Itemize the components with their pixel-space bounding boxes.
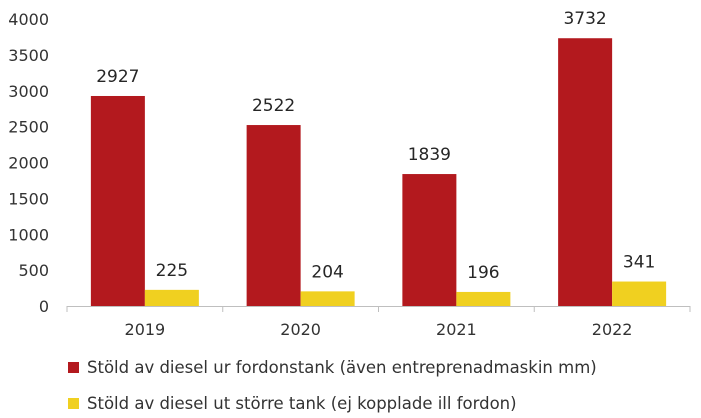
y-tick-label-3: 1500: [8, 189, 49, 208]
legend-item-series-1: Stöld av diesel ur fordonstank (även ent…: [68, 358, 597, 377]
y-tick-label-6: 3000: [8, 82, 49, 101]
data-label-series-2-2021: 196: [467, 263, 499, 283]
bar-series-1-2020: [246, 125, 301, 306]
y-tick-label-0: 0: [39, 297, 49, 316]
legend-swatch-series-1: [68, 362, 79, 373]
data-label-series-2-2022: 341: [623, 253, 655, 273]
y-tick-label-8: 4000: [8, 10, 49, 29]
data-label-series-2-2019: 225: [156, 261, 188, 281]
data-label-series-1-2019: 2927: [96, 67, 139, 87]
data-label-series-2-2020: 204: [311, 262, 343, 282]
legend-label-series-2: Stöld av diesel ut större tank (ej koppl…: [87, 394, 517, 413]
bar-series-1-2022: [558, 38, 613, 306]
x-tick-label-2020: 2020: [280, 320, 321, 339]
legend-label-series-1: Stöld av diesel ur fordonstank (även ent…: [87, 358, 597, 377]
bar-series-2-2022: [612, 281, 667, 306]
bars: [90, 38, 667, 306]
data-label-series-1-2022: 3732: [563, 9, 606, 29]
data-label-series-1-2020: 2522: [252, 96, 295, 116]
y-tick-label-7: 3500: [8, 46, 49, 65]
bar-series-1-2021: [402, 174, 457, 306]
x-axis: 2019 2020 2021 2022: [66, 306, 691, 339]
legend-item-series-2: Stöld av diesel ut större tank (ej koppl…: [68, 394, 517, 413]
bar-series-1-2019: [90, 95, 145, 306]
y-tick-label-5: 2500: [8, 118, 49, 137]
bar-series-2-2020: [300, 291, 355, 306]
data-labels: 2927 225 2522 204 1839 196 3732 341: [96, 9, 655, 283]
x-tick-label-2019: 2019: [125, 320, 166, 339]
x-tick-label-2022: 2022: [592, 320, 633, 339]
data-label-series-1-2021: 1839: [408, 145, 451, 165]
bar-series-2-2021: [456, 291, 511, 306]
bar-series-2-2019: [144, 289, 199, 306]
y-tick-label-2: 1000: [8, 225, 49, 244]
x-tick-label-2021: 2021: [436, 320, 477, 339]
legend-swatch-series-2: [68, 398, 79, 409]
y-tick-label-1: 500: [18, 261, 49, 280]
y-tick-label-4: 2000: [8, 154, 49, 173]
y-axis: 0 500 1000 1500 2000 2500 3000 3500 4000: [8, 10, 49, 316]
